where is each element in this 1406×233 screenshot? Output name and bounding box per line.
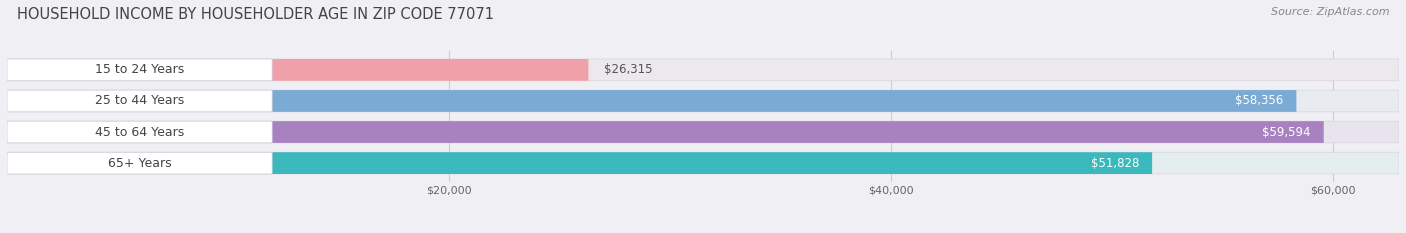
Text: $26,315: $26,315 — [605, 63, 652, 76]
Text: Source: ZipAtlas.com: Source: ZipAtlas.com — [1271, 7, 1389, 17]
FancyBboxPatch shape — [7, 59, 589, 81]
FancyBboxPatch shape — [7, 90, 1296, 112]
FancyBboxPatch shape — [7, 152, 1399, 174]
FancyBboxPatch shape — [7, 121, 1399, 143]
Text: HOUSEHOLD INCOME BY HOUSEHOLDER AGE IN ZIP CODE 77071: HOUSEHOLD INCOME BY HOUSEHOLDER AGE IN Z… — [17, 7, 494, 22]
Text: $51,828: $51,828 — [1091, 157, 1139, 170]
Text: 25 to 44 Years: 25 to 44 Years — [96, 94, 184, 107]
Text: $58,356: $58,356 — [1234, 94, 1284, 107]
FancyBboxPatch shape — [7, 152, 273, 174]
FancyBboxPatch shape — [7, 90, 273, 112]
Text: 45 to 64 Years: 45 to 64 Years — [96, 126, 184, 139]
Text: $59,594: $59,594 — [1263, 126, 1310, 139]
FancyBboxPatch shape — [7, 121, 273, 143]
FancyBboxPatch shape — [7, 121, 1323, 143]
FancyBboxPatch shape — [7, 152, 1152, 174]
FancyBboxPatch shape — [7, 59, 273, 81]
Text: 65+ Years: 65+ Years — [108, 157, 172, 170]
FancyBboxPatch shape — [7, 59, 1399, 81]
Text: 15 to 24 Years: 15 to 24 Years — [96, 63, 184, 76]
FancyBboxPatch shape — [7, 90, 1399, 112]
